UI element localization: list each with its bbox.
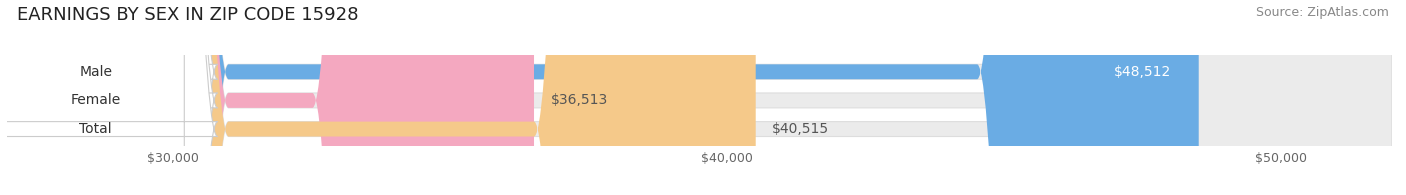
FancyBboxPatch shape [0,0,218,195]
FancyBboxPatch shape [7,0,534,195]
Text: $40,515: $40,515 [772,122,830,136]
Text: Source: ZipAtlas.com: Source: ZipAtlas.com [1256,6,1389,19]
FancyBboxPatch shape [0,0,218,195]
FancyBboxPatch shape [7,0,755,195]
Text: Female: Female [70,93,121,107]
FancyBboxPatch shape [7,0,1392,195]
Text: $48,512: $48,512 [1114,65,1171,79]
FancyBboxPatch shape [0,0,218,195]
Text: $36,513: $36,513 [551,93,607,107]
Text: Male: Male [79,65,112,79]
Text: Total: Total [79,122,112,136]
Text: EARNINGS BY SEX IN ZIP CODE 15928: EARNINGS BY SEX IN ZIP CODE 15928 [17,6,359,24]
FancyBboxPatch shape [7,0,1392,195]
FancyBboxPatch shape [7,0,1392,195]
FancyBboxPatch shape [7,0,1199,195]
